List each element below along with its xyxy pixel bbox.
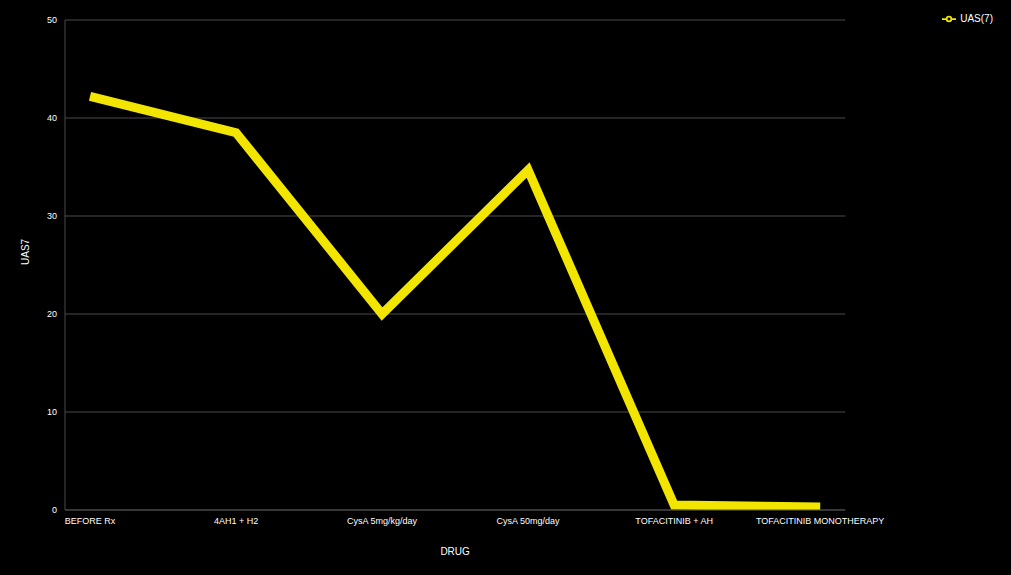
svg-text:UAS7: UAS7 bbox=[20, 238, 31, 265]
svg-text:TOFACITINIB + AH: TOFACITINIB + AH bbox=[635, 516, 713, 526]
svg-text:10: 10 bbox=[47, 407, 57, 417]
svg-text:0: 0 bbox=[52, 505, 57, 515]
svg-text:50: 50 bbox=[47, 15, 57, 25]
svg-text:4AH1 + H2: 4AH1 + H2 bbox=[214, 516, 258, 526]
svg-text:BEFORE Rx: BEFORE Rx bbox=[65, 516, 116, 526]
svg-text:30: 30 bbox=[47, 211, 57, 221]
html-text:UAS(7): UAS(7) bbox=[960, 12, 993, 24]
svg-text:20: 20 bbox=[47, 309, 57, 319]
svg-text:CysA 50mg/day: CysA 50mg/day bbox=[497, 516, 561, 526]
svg-text:40: 40 bbox=[47, 113, 57, 123]
svg-text:DRUG: DRUG bbox=[440, 546, 470, 557]
svg-text:CysA 5mg/kg/day: CysA 5mg/kg/day bbox=[347, 516, 418, 526]
svg-text:TOFACITINIB MONOTHERAPY: TOFACITINIB MONOTHERAPY bbox=[756, 516, 884, 526]
